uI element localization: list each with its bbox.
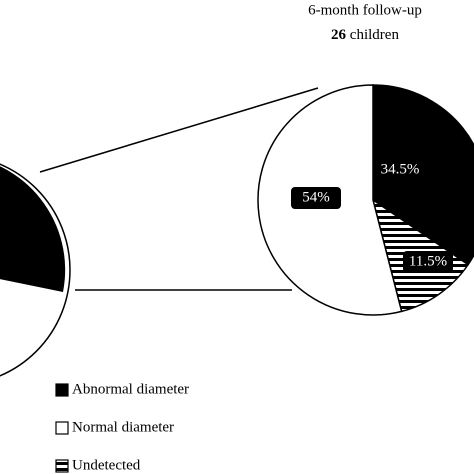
legend-label: Normal diameter	[72, 419, 174, 435]
legend-swatch	[55, 421, 69, 435]
data-label: 11.5%	[409, 253, 447, 269]
chart-title: 6-month follow-up	[308, 2, 422, 18]
legend-label: Undetected	[72, 457, 141, 473]
pie-slice	[372, 84, 474, 266]
data-label: 54%	[302, 189, 330, 205]
data-label: 34.5%	[381, 161, 420, 177]
label-box	[291, 187, 341, 209]
legend-label: Abnormal diameter	[72, 381, 189, 397]
chart-subtitle: 26 children	[331, 27, 399, 43]
left-pie-slice	[0, 166, 66, 292]
connector	[39, 87, 319, 173]
legend-swatch	[55, 383, 69, 397]
legend-swatch	[55, 459, 69, 473]
label-box	[403, 251, 453, 273]
